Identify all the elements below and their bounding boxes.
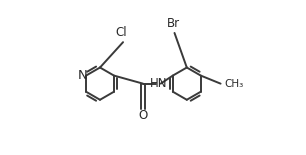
Text: Cl: Cl [116, 27, 127, 40]
Text: HN: HN [150, 77, 167, 90]
Text: Br: Br [166, 17, 180, 30]
Text: CH₃: CH₃ [224, 79, 244, 89]
Text: N: N [78, 69, 88, 82]
Text: O: O [138, 109, 147, 122]
